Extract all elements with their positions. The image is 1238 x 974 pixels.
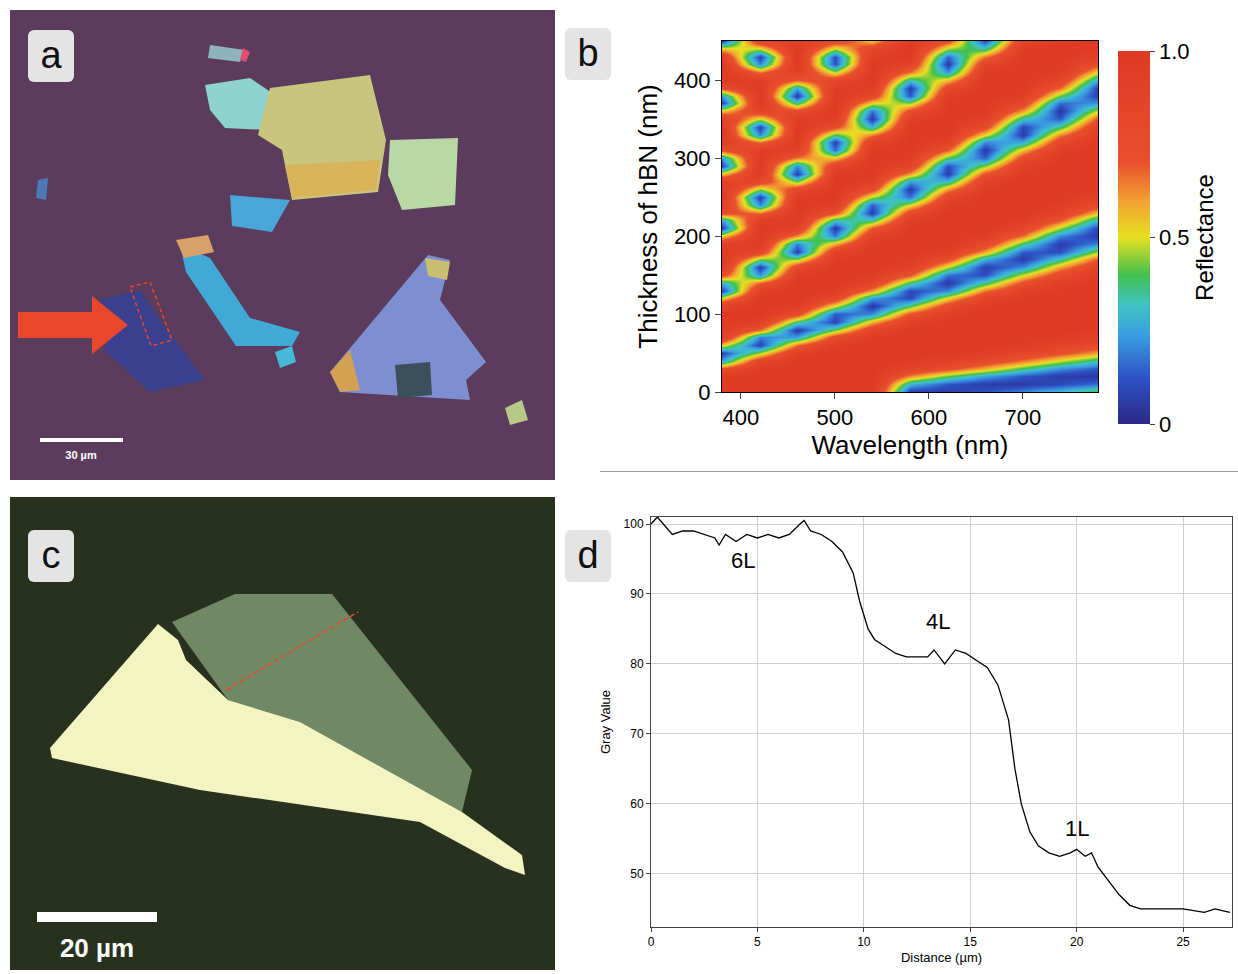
svg-text:10: 10 — [857, 935, 871, 949]
html-text:d: d — [577, 534, 599, 576]
svg-text:Thickness of hBN (nm): Thickness of hBN (nm) — [633, 84, 663, 348]
svg-text:600: 600 — [910, 405, 947, 430]
svg-text:Reflectance: Reflectance — [1191, 174, 1218, 301]
html-text:a: a — [40, 34, 62, 76]
svg-text:100: 100 — [674, 302, 711, 327]
svg-text:0: 0 — [648, 935, 655, 949]
svg-text:0: 0 — [1159, 412, 1171, 437]
svg-text:1L: 1L — [1065, 816, 1089, 841]
svg-text:0: 0 — [698, 380, 710, 405]
svg-text:400: 400 — [722, 405, 759, 430]
svg-text:Wavelength (nm): Wavelength (nm) — [812, 430, 1009, 460]
svg-text:500: 500 — [816, 405, 853, 430]
svg-text:400: 400 — [674, 68, 711, 93]
svg-text:30 µm: 30 µm — [65, 449, 97, 461]
svg-text:25: 25 — [1176, 935, 1190, 949]
svg-text:300: 300 — [674, 146, 711, 171]
html-text:c: c — [41, 534, 61, 576]
svg-text:50: 50 — [630, 867, 644, 881]
svg-text:Distance (µm): Distance (µm) — [901, 950, 982, 965]
svg-text:100: 100 — [624, 517, 644, 531]
html-text:b: b — [577, 32, 599, 74]
svg-text:200: 200 — [674, 224, 711, 249]
svg-text:700: 700 — [1004, 405, 1041, 430]
svg-text:60: 60 — [630, 797, 644, 811]
svg-text:80: 80 — [630, 657, 644, 671]
svg-text:90: 90 — [630, 587, 644, 601]
svg-text:20 µm: 20 µm — [60, 933, 134, 963]
svg-text:15: 15 — [964, 935, 978, 949]
svg-text:0.5: 0.5 — [1159, 225, 1190, 250]
svg-text:6L: 6L — [731, 548, 755, 573]
svg-text:5: 5 — [754, 935, 761, 949]
svg-text:1.0: 1.0 — [1159, 39, 1190, 64]
svg-text:70: 70 — [630, 727, 644, 741]
svg-text:4L: 4L — [926, 609, 950, 634]
svg-text:20: 20 — [1070, 935, 1084, 949]
svg-text:Gray Value: Gray Value — [598, 690, 613, 754]
